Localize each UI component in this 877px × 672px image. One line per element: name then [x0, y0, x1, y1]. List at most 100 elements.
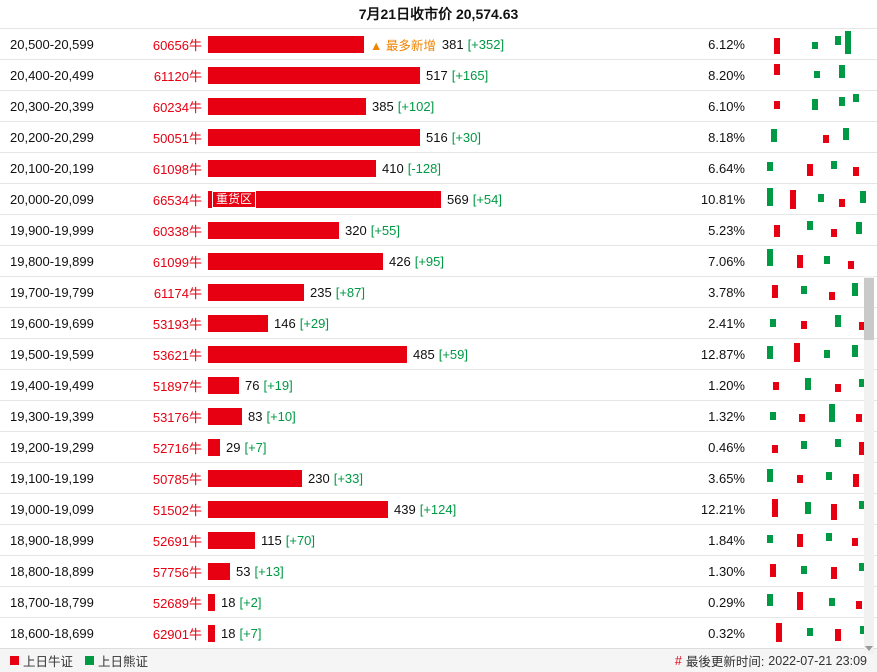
table-row[interactable]: 19,800-19,899 61099牛 426 [+95] 7.06% — [0, 246, 877, 277]
table-row[interactable]: 18,900-18,999 52691牛 115 [+70] 1.84% — [0, 525, 877, 556]
bull-candle — [775, 623, 782, 642]
table-row[interactable]: 20,300-20,399 60234牛 385 [+102] 6.10% — [0, 91, 877, 122]
scrollbar-thumb[interactable] — [864, 278, 874, 340]
table-row[interactable]: 20,200-20,299 50051牛 516 [+30] 8.18% — [0, 122, 877, 153]
bull-bar[interactable] — [208, 314, 268, 332]
price-range: 19,800-19,899 — [10, 253, 94, 269]
bull-bar[interactable]: 重货区 — [208, 190, 441, 208]
bear-candle — [839, 97, 846, 106]
mini-candles — [759, 402, 877, 430]
zone-label: 重货区 — [212, 190, 257, 208]
row-percent: 1.32% — [708, 408, 745, 424]
bar-change: [+352] — [467, 36, 505, 52]
bull-bar[interactable] — [208, 252, 383, 270]
bull-bar[interactable] — [208, 531, 255, 549]
bull-candle — [771, 445, 778, 453]
bar-cell: 18 [+2] — [202, 587, 683, 617]
hash-icon: # — [674, 653, 682, 668]
mini-candles — [759, 619, 877, 647]
updated-time: 2022-07-21 23:09 — [768, 653, 867, 668]
bar-value: 83 — [248, 408, 263, 424]
table-row[interactable]: 19,900-19,999 60338牛 320 [+55] 5.23% — [0, 215, 877, 246]
bear-candle — [860, 191, 867, 203]
bull-candle — [855, 414, 862, 422]
bull-bar[interactable] — [208, 593, 215, 611]
table-row[interactable]: 20,500-20,599 60656牛 ▲ 最多新增 381 [+352] 6… — [0, 29, 877, 60]
table-row[interactable]: 20,000-20,099 66534牛 重货区 569 [+54] 10.81… — [0, 184, 877, 215]
bull-bar[interactable] — [208, 345, 407, 363]
bull-count: 61099牛 — [152, 254, 202, 270]
bull-candle — [847, 261, 854, 269]
bear-candle — [767, 162, 774, 171]
bear-candle — [767, 249, 774, 266]
bull-candle — [796, 534, 803, 547]
bull-bar[interactable] — [208, 128, 420, 146]
bull-candle — [834, 384, 841, 392]
scroll-down-arrow-icon[interactable] — [865, 646, 873, 651]
table-row[interactable]: 19,600-19,699 53193牛 146 [+29] 2.41% — [0, 308, 877, 339]
bear-candle — [860, 626, 867, 634]
bar-change: [-128] — [407, 160, 441, 176]
price-range: 20,500-20,599 — [10, 36, 94, 52]
bull-bar[interactable] — [208, 66, 420, 84]
table-row[interactable]: 18,700-18,799 52689牛 18 [+2] 0.29% — [0, 587, 877, 618]
mini-candles — [759, 123, 877, 151]
table-row[interactable]: 20,400-20,499 61120牛 517 [+165] 8.20% — [0, 60, 877, 91]
table-row[interactable]: 19,000-19,099 51502牛 439 [+124] 12.21% — [0, 494, 877, 525]
bull-bar[interactable] — [208, 159, 376, 177]
bull-bar[interactable] — [208, 407, 242, 425]
bar-cell: 18 [+7] — [202, 618, 683, 648]
bear-candle — [842, 128, 849, 140]
bull-bar[interactable] — [208, 97, 366, 115]
bull-candle — [801, 321, 808, 329]
bull-bar[interactable] — [208, 35, 364, 53]
bull-count: 53176牛 — [152, 409, 202, 425]
mini-candles — [759, 154, 877, 182]
mini-candles — [759, 247, 877, 275]
table-row[interactable]: 19,200-19,299 52716牛 29 [+7] 0.46% — [0, 432, 877, 463]
row-percent: 0.32% — [708, 625, 745, 641]
bull-bar[interactable] — [208, 376, 239, 394]
table-row[interactable]: 19,100-19,199 50785牛 230 [+33] 3.65% — [0, 463, 877, 494]
bull-count: 51897牛 — [152, 378, 202, 394]
bear-candle — [801, 441, 808, 449]
updated-label: 最後更新时间: — [685, 655, 765, 669]
bull-bar[interactable] — [208, 500, 388, 518]
table-row[interactable]: 18,800-18,899 57756牛 53 [+13] 1.30% — [0, 556, 877, 587]
table-row[interactable]: 19,400-19,499 51897牛 76 [+19] 1.20% — [0, 370, 877, 401]
row-percent: 5.23% — [708, 222, 745, 238]
bear-candle — [805, 378, 812, 390]
bar-change: [+95] — [414, 253, 444, 269]
bear-candle — [767, 469, 774, 482]
bull-count: 52716牛 — [152, 440, 202, 456]
table-row[interactable]: 19,500-19,599 53621牛 485 [+59] 12.87% — [0, 339, 877, 370]
bear-candle — [828, 598, 835, 606]
bear-candle — [767, 188, 774, 206]
bull-bar[interactable] — [208, 221, 339, 239]
bar-value: 410 — [382, 160, 404, 176]
mini-candles — [759, 278, 877, 306]
bull-bar[interactable] — [208, 438, 220, 456]
bull-bar[interactable] — [208, 283, 304, 301]
row-percent: 12.87% — [700, 346, 745, 362]
bull-candle — [859, 322, 866, 330]
bull-bar[interactable] — [208, 469, 302, 487]
bull-candle — [834, 629, 841, 641]
bar-change: [+7] — [244, 439, 267, 455]
row-percent: 10.81% — [700, 191, 745, 207]
table-row[interactable]: 18,600-18,699 62901牛 18 [+7] 0.32% — [0, 618, 877, 649]
bull-bar[interactable] — [208, 562, 230, 580]
bar-change: [+2] — [239, 594, 262, 610]
table-row[interactable]: 19,300-19,399 53176牛 83 [+10] 1.32% — [0, 401, 877, 432]
bar-value: 146 — [274, 315, 296, 331]
price-range: 19,600-19,699 — [10, 315, 94, 331]
bull-bar[interactable] — [208, 624, 215, 642]
bull-count: 60656牛 — [152, 37, 202, 53]
table-row[interactable]: 20,100-20,199 61098牛 410 [-128] 6.64% — [0, 153, 877, 184]
bull-count: 52691牛 — [152, 533, 202, 549]
bar-change: [+124] — [419, 501, 457, 517]
bull-count: 61174牛 — [153, 285, 202, 301]
table-row[interactable]: 19,700-19,799 61174牛 235 [+87] 3.78% — [0, 277, 877, 308]
scrollbar[interactable] — [864, 276, 874, 654]
bull-candle — [794, 343, 801, 362]
